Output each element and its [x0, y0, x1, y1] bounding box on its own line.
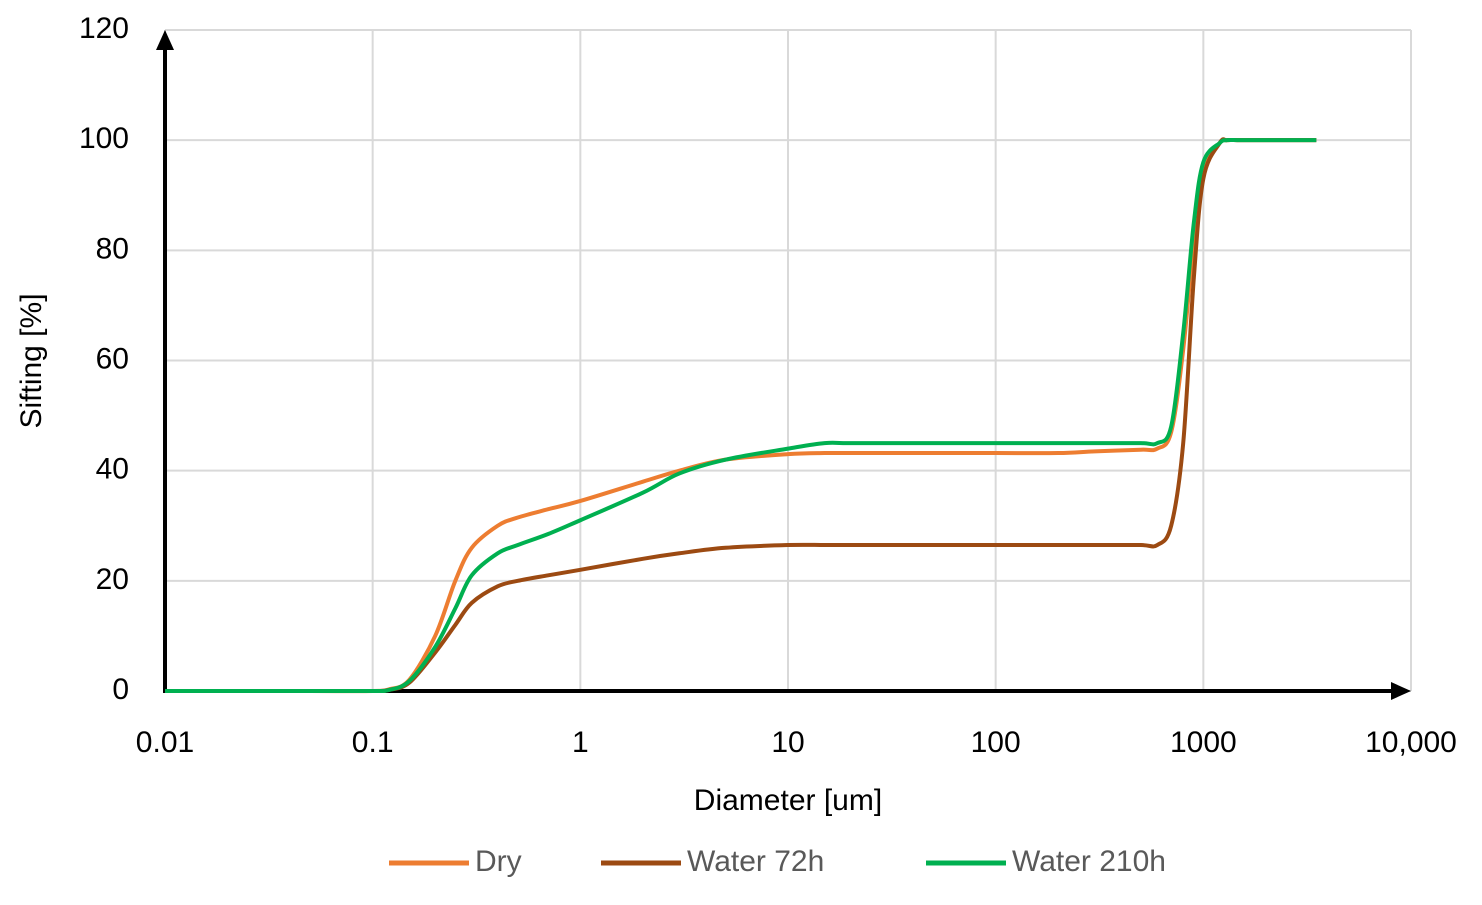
y-tick-label: 80: [96, 232, 129, 265]
x-tick-label: 10,000: [1365, 726, 1457, 759]
y-tick-label: 0: [112, 673, 129, 706]
series-line: [165, 137, 1317, 694]
legend-label: Dry: [475, 845, 522, 878]
x-tick-label: 0.1: [352, 726, 394, 759]
y-tick-label: 40: [96, 453, 129, 486]
y-tick-label: 100: [79, 122, 129, 155]
y-tick-label: 120: [79, 12, 129, 45]
legend-label: Water 72h: [687, 845, 824, 878]
x-tick-label: 100: [971, 726, 1021, 759]
x-tick-label: 0.01: [136, 726, 194, 759]
legend-label: Water 210h: [1012, 845, 1166, 878]
y-tick-label: 20: [96, 563, 129, 596]
x-tick-label: 1: [572, 726, 589, 759]
x-tick-label: 10: [771, 726, 804, 759]
y-tick-label: 60: [96, 342, 129, 375]
x-axis-label: Diameter [um]: [694, 784, 882, 817]
y-axis-label: Sifting [%]: [15, 293, 48, 428]
series-line: [165, 137, 1317, 694]
series-line: [165, 137, 1317, 694]
x-tick-label: 1000: [1170, 726, 1237, 759]
y-axis-arrow: [156, 30, 174, 50]
x-axis-arrow: [1391, 682, 1411, 700]
